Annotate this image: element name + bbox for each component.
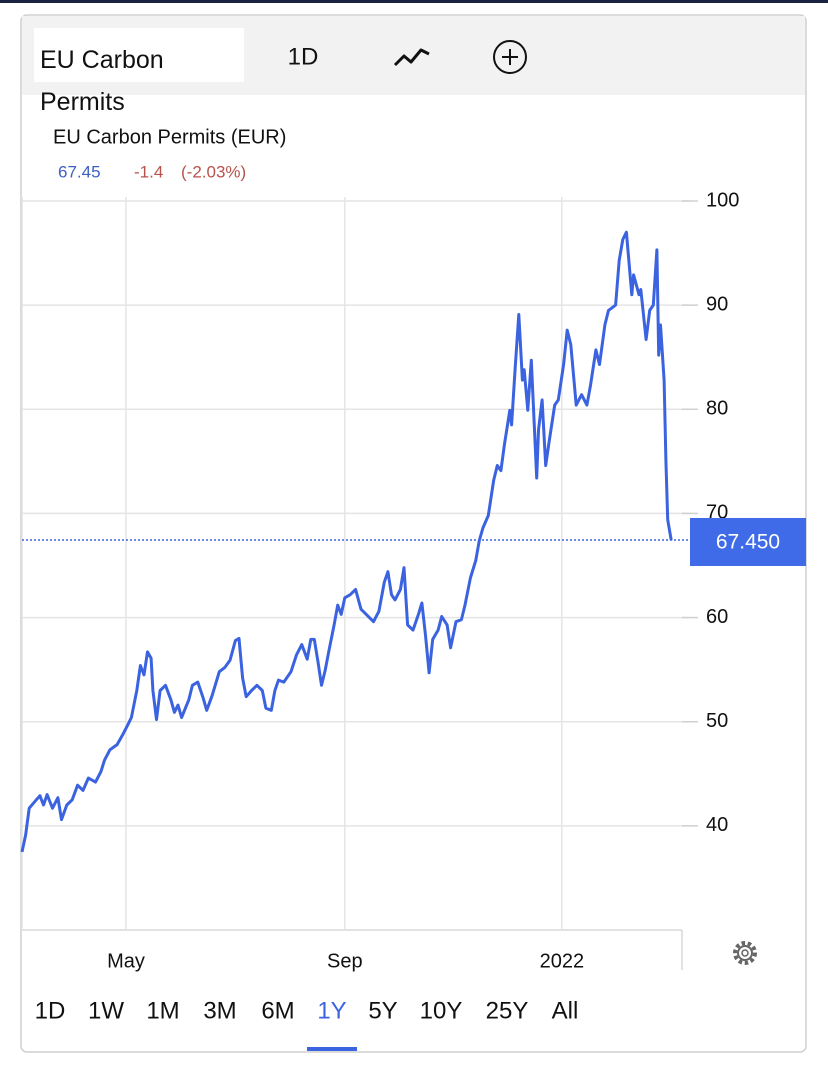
top-bar bbox=[0, 0, 828, 3]
range-button[interactable]: 1M bbox=[146, 997, 179, 1024]
interval-button[interactable]: 1D bbox=[288, 43, 319, 70]
x-tick-label: May bbox=[107, 950, 145, 972]
range-button[interactable]: All bbox=[552, 997, 579, 1024]
last-price: 67.45 bbox=[58, 162, 101, 181]
y-tick-label: 90 bbox=[706, 293, 728, 315]
range-button[interactable]: 5Y bbox=[368, 997, 397, 1024]
change: -1.4 bbox=[134, 162, 163, 181]
y-tick-label: 50 bbox=[706, 710, 728, 732]
x-tick-label: 2022 bbox=[540, 950, 585, 972]
price-tag bbox=[690, 517, 806, 566]
range-button[interactable]: 6M bbox=[261, 997, 294, 1024]
add-indicator-icon[interactable] bbox=[493, 40, 527, 74]
price-tag-label: 67.450 bbox=[716, 531, 780, 554]
y-tick-label: 80 bbox=[706, 398, 728, 420]
range-button[interactable]: 1W bbox=[88, 997, 124, 1024]
x-tick-label: Sep bbox=[327, 950, 363, 972]
series-label: EU Carbon Permits (EUR) bbox=[53, 126, 286, 148]
price-line bbox=[20, 230, 673, 853]
y-tick-label: 60 bbox=[706, 606, 728, 628]
change-percent: (-2.03%) bbox=[181, 162, 246, 181]
chart-title: EU Carbon Permits bbox=[40, 46, 164, 116]
range-button[interactable]: 3M bbox=[203, 997, 236, 1024]
range-selected-underline bbox=[307, 1047, 357, 1051]
y-tick-label: 100 bbox=[706, 189, 739, 211]
chart-type-icon[interactable] bbox=[393, 48, 430, 67]
title-box bbox=[34, 28, 244, 82]
settings-icon[interactable] bbox=[733, 941, 757, 965]
range-button[interactable]: 25Y bbox=[486, 997, 529, 1024]
y-tick-label: 40 bbox=[706, 814, 728, 836]
range-button[interactable]: 1Y bbox=[317, 997, 346, 1024]
range-button[interactable]: 1D bbox=[35, 997, 66, 1024]
range-button[interactable]: 10Y bbox=[420, 997, 463, 1024]
